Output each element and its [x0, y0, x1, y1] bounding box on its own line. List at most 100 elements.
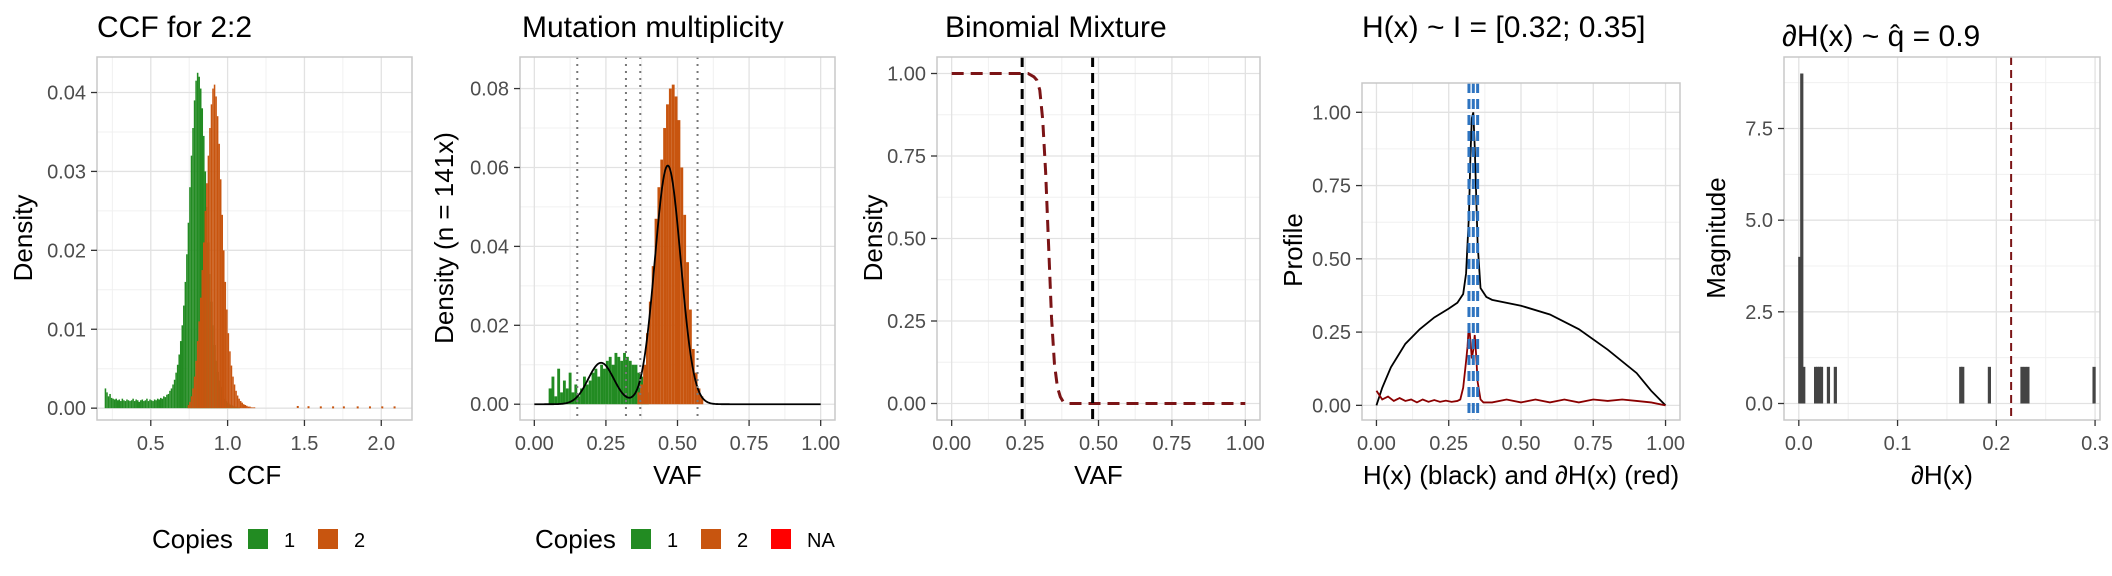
histogram-bar — [189, 401, 191, 409]
tail-point — [381, 406, 384, 409]
plot-area — [97, 57, 412, 420]
histogram-bar — [136, 400, 139, 409]
histogram-bar — [571, 392, 575, 405]
histogram-bar — [594, 368, 598, 405]
histogram-bar — [232, 376, 234, 409]
y-tick-label: 0.75 — [1312, 176, 1351, 198]
histogram-bar — [186, 254, 188, 409]
y-tick-label: 5.0 — [1745, 210, 1773, 232]
histogram-bar — [199, 88, 202, 409]
histogram-bar — [620, 360, 624, 405]
x-axis-label: ∂H(x) — [1911, 460, 1973, 490]
histogram-bar — [241, 402, 243, 409]
y-tick-label: 0.01 — [47, 319, 86, 341]
x-axis-label: H(x) (black) and ∂H(x) (red) — [1363, 460, 1679, 490]
histogram-bar — [195, 360, 197, 409]
legend-label: 2 — [354, 530, 365, 552]
histogram-bar — [198, 321, 200, 409]
chart-title: H(x) ~ I = [0.32; 0.35] — [1362, 11, 1645, 44]
histogram-bar — [173, 379, 176, 409]
y-tick-label: 0.04 — [47, 83, 86, 105]
x-axis-label: VAF — [1074, 460, 1123, 490]
x-tick-label: 0.2 — [1982, 433, 2010, 455]
x-axis-label: VAF — [653, 460, 702, 490]
histogram-bar — [112, 398, 114, 409]
magnitude-bar — [1987, 366, 1991, 404]
marks — [951, 57, 1246, 420]
histogram-bar — [123, 400, 125, 409]
histogram-bar — [235, 390, 237, 409]
legend-key — [771, 529, 791, 549]
magnitude-bar — [1800, 73, 1804, 404]
histogram-bar — [175, 372, 177, 409]
histogram-bar — [694, 372, 698, 405]
histogram-bar — [691, 348, 695, 405]
histogram-bar — [611, 364, 615, 405]
legend-label: 1 — [667, 530, 678, 552]
histogram-bar — [246, 405, 248, 409]
tail-point — [332, 406, 335, 409]
histogram-bar — [199, 297, 202, 409]
histogram-bar — [187, 405, 190, 409]
histogram-bar — [126, 399, 128, 409]
histogram-bar — [120, 401, 122, 409]
histogram-bar — [201, 108, 204, 409]
histogram-bar — [548, 388, 552, 405]
histogram-bar — [697, 388, 701, 405]
y-tick-label: 0.25 — [887, 311, 926, 333]
histogram-bar — [161, 398, 164, 409]
histogram-bar — [156, 398, 159, 409]
tail-point — [307, 406, 310, 409]
grid — [1362, 83, 1680, 420]
legend-key — [318, 529, 338, 549]
histogram-bar — [580, 388, 583, 405]
marks — [1375, 83, 1667, 420]
histogram-bar — [203, 242, 205, 409]
histogram-bar — [158, 399, 160, 409]
histogram-bar — [625, 356, 629, 405]
histogram-bar — [249, 406, 251, 409]
histogram-bar — [143, 401, 145, 409]
y-axis-label: Profile — [1278, 213, 1308, 287]
legend-title: Copies — [535, 524, 616, 554]
x-tick-label: 1.00 — [1226, 433, 1265, 455]
histogram-bar — [215, 96, 217, 409]
x-tick-label: 0.50 — [1079, 433, 1118, 455]
magnitude-bar — [1826, 366, 1831, 404]
histogram-bar — [585, 384, 589, 405]
histogram-bar — [700, 396, 704, 405]
histogram-bar — [196, 341, 199, 409]
histogram-bar — [663, 128, 667, 405]
histogram-bar — [141, 399, 144, 409]
legend-title: Copies — [152, 524, 233, 554]
histogram-bar — [674, 96, 678, 405]
histogram-bar — [192, 388, 194, 409]
y-tick-label: 0.50 — [1312, 249, 1351, 271]
histogram-bar — [654, 218, 658, 405]
histogram-bar — [113, 399, 116, 409]
histogram-bar — [121, 398, 124, 409]
histogram-bar — [110, 397, 113, 409]
x-tick-label: 2.0 — [367, 433, 395, 455]
histogram-bar — [170, 388, 173, 409]
histogram-bar — [116, 400, 119, 409]
histogram-bar — [144, 400, 147, 409]
histogram-bar — [666, 104, 669, 405]
y-tick-label: 2.5 — [1745, 302, 1773, 324]
magnitude-bar — [1815, 366, 1820, 404]
x-axis-label: CCF — [228, 460, 281, 490]
magnitude-bar — [1819, 366, 1824, 404]
histogram-bar — [209, 128, 211, 409]
histogram-bar — [557, 368, 561, 405]
histogram-bar — [152, 401, 154, 409]
magnitude-bar — [2092, 366, 2096, 404]
histogram-bar — [187, 222, 190, 409]
histogram-bar — [107, 396, 110, 409]
y-tick-label: 0.0 — [1745, 394, 1773, 416]
tail-point — [319, 406, 322, 409]
histogram-bar — [560, 392, 563, 405]
panel-binom: 0.00 0.25 0.50 0.75 1.00 0.00 0.25 0.50 0.75 1.00… — [858, 11, 1265, 490]
histogram-bar — [183, 305, 185, 409]
histogram-bar — [193, 100, 196, 409]
